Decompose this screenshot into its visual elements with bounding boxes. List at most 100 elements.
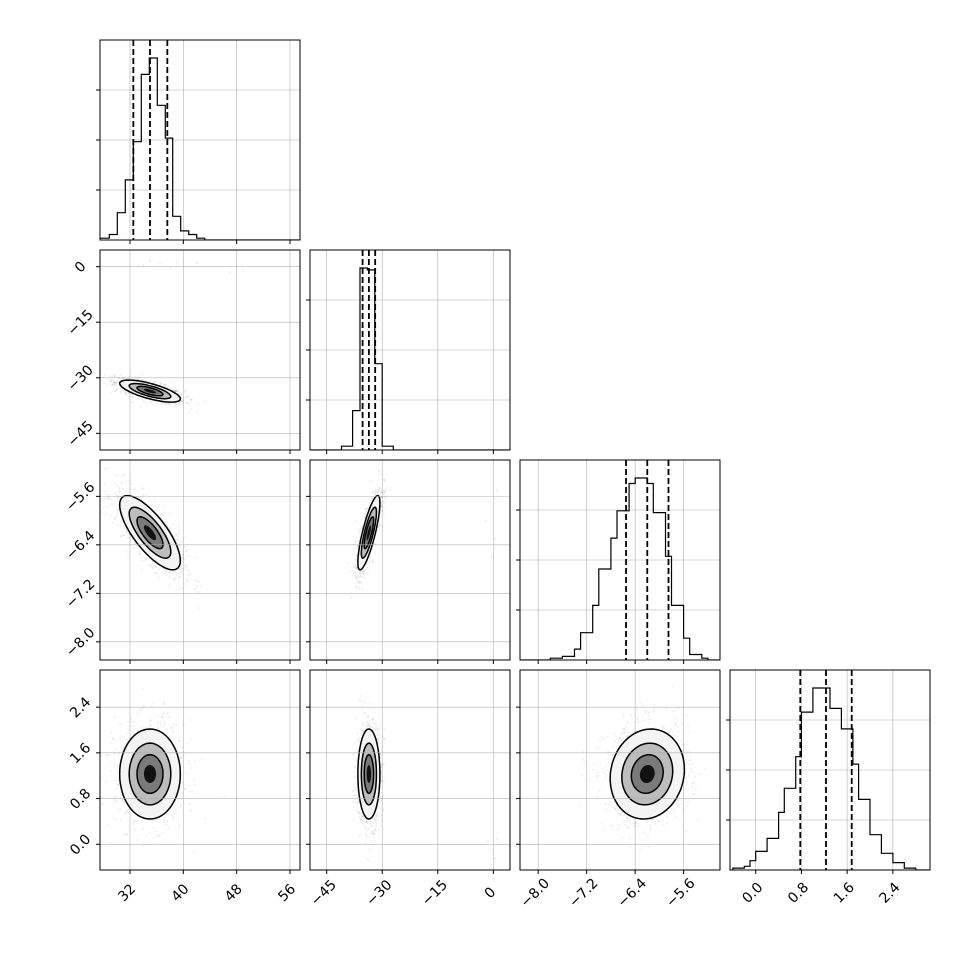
- sample-point: [183, 546, 186, 549]
- sample-point: [362, 724, 364, 727]
- sample-point: [188, 411, 190, 414]
- density-level: [143, 765, 157, 783]
- sample-point: [182, 401, 185, 404]
- sample-point: [184, 564, 187, 567]
- sample-point: [189, 808, 192, 811]
- sample-point: [125, 480, 128, 483]
- sample-point: [117, 380, 120, 383]
- sample-point: [137, 378, 140, 381]
- sample-point: [109, 391, 112, 394]
- sample-point: [374, 488, 377, 491]
- sample-point: [647, 835, 650, 838]
- sample-point: [197, 403, 200, 406]
- outlier-point: [490, 555, 493, 559]
- panel-2-0: −8.0−7.2−6.4−5.6: [63, 459, 301, 664]
- sample-point: [381, 496, 384, 499]
- outlier-point: [142, 264, 145, 267]
- sample-point: [692, 793, 695, 795]
- sample-point: [368, 719, 371, 722]
- sample-point: [109, 769, 112, 772]
- sample-point: [108, 761, 111, 764]
- sample-point: [116, 497, 119, 499]
- sample-point: [364, 728, 366, 731]
- sample-point: [184, 389, 187, 392]
- sample-point: [354, 565, 357, 568]
- sample-point: [121, 378, 124, 381]
- sample-point: [143, 726, 146, 729]
- sample-point: [366, 507, 369, 510]
- sample-point: [110, 498, 112, 501]
- sample-point: [376, 734, 379, 737]
- sample-point: [167, 827, 170, 829]
- sample-point: [358, 811, 361, 814]
- sample-point: [119, 791, 122, 794]
- sample-point: [365, 834, 368, 837]
- sample-point: [380, 504, 383, 507]
- sample-point: [114, 482, 117, 485]
- sample-point: [377, 488, 379, 491]
- sample-point: [374, 816, 377, 818]
- sample-point: [601, 829, 604, 832]
- sample-point: [377, 740, 380, 743]
- sample-point: [381, 803, 384, 806]
- sample-point: [139, 553, 142, 556]
- sample-point: [117, 784, 120, 787]
- sample-point: [383, 490, 386, 493]
- panel-3-0: 32 40 48 560.00.81.62.4: [67, 669, 301, 905]
- sample-point: [104, 512, 107, 515]
- sample-point: [159, 402, 162, 405]
- sample-point: [677, 798, 680, 801]
- sample-point: [364, 512, 367, 515]
- sample-point: [117, 496, 120, 499]
- sample-point: [166, 520, 168, 523]
- sample-point: [363, 571, 366, 574]
- sample-point: [128, 488, 130, 491]
- y-tick-label: −7.2: [63, 576, 98, 611]
- contour-line: [357, 728, 381, 820]
- sample-point: [361, 573, 364, 575]
- sample-point: [382, 795, 385, 798]
- sample-point: [127, 536, 130, 539]
- sample-point: [133, 819, 136, 822]
- sample-point: [378, 528, 380, 530]
- sample-point: [370, 833, 373, 836]
- sample-point: [124, 742, 127, 745]
- sample-point: [187, 395, 190, 398]
- x-tick-label: 48: [222, 881, 246, 905]
- sample-point: [188, 401, 190, 404]
- sample-point: [598, 790, 601, 793]
- sample-point: [140, 709, 143, 712]
- sample-point: [183, 788, 186, 791]
- sample-point: [368, 860, 371, 862]
- sample-point: [196, 411, 199, 414]
- sample-point: [357, 580, 360, 583]
- sample-point: [119, 386, 122, 389]
- sample-point: [114, 799, 116, 802]
- sample-point: [364, 826, 367, 829]
- sample-point: [688, 763, 691, 766]
- sample-point: [172, 723, 175, 725]
- sample-point: [365, 832, 368, 835]
- sample-point: [374, 819, 376, 822]
- sample-point: [359, 576, 362, 579]
- sample-point: [377, 828, 380, 831]
- sample-point: [181, 402, 184, 405]
- sample-point: [133, 828, 136, 831]
- sample-point: [374, 829, 377, 832]
- sample-point: [680, 723, 683, 726]
- sample-point: [137, 709, 140, 712]
- sample-point: [114, 716, 117, 719]
- sample-point: [121, 389, 124, 392]
- sample-point: [118, 489, 121, 492]
- sample-point: [378, 524, 381, 526]
- sample-point: [370, 824, 373, 827]
- sample-point: [203, 400, 206, 403]
- sample-point: [358, 573, 361, 576]
- sample-point: [117, 511, 120, 514]
- sample-point: [358, 582, 361, 585]
- sample-point: [349, 570, 352, 573]
- sample-point: [110, 381, 113, 384]
- sample-point: [356, 545, 359, 548]
- panel-2-2: [516, 459, 721, 664]
- sample-point: [380, 773, 383, 776]
